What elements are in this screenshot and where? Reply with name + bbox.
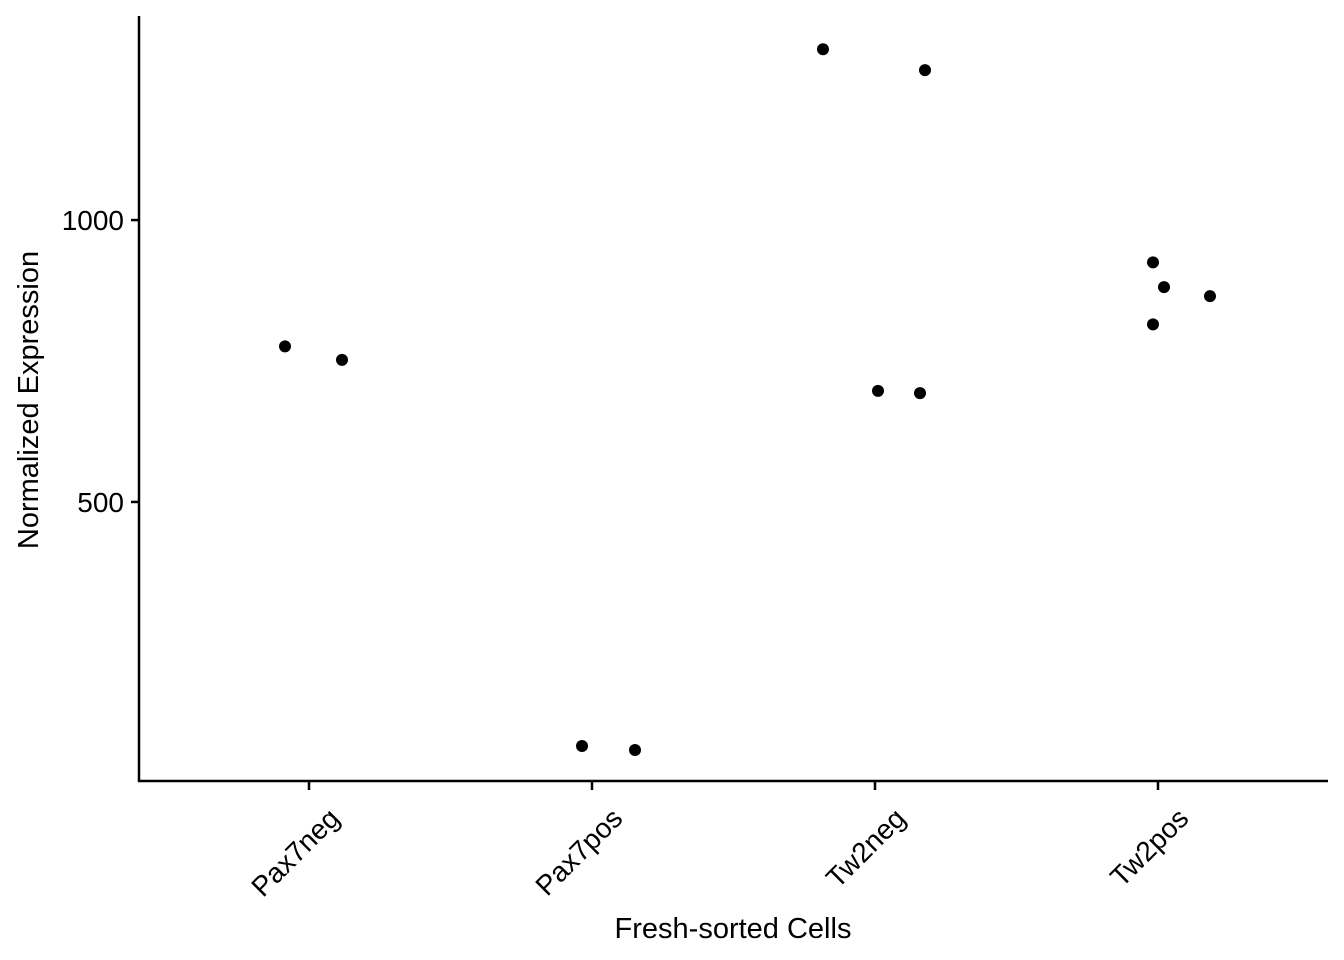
- data-point-pax7pos: [576, 740, 588, 753]
- data-point-pax7pos: [629, 743, 641, 756]
- data-point-pax7neg: [279, 340, 291, 353]
- x-axis-title: Fresh-sorted Cells: [615, 913, 852, 945]
- data-point-tw2pos: [1204, 290, 1216, 303]
- y-tick-label: 500: [77, 487, 124, 518]
- data-point-tw2pos: [1158, 281, 1170, 294]
- x-tick-label-tw2neg: Tw2neg: [820, 802, 911, 893]
- x-axis-ticks: Pax7neg Pax7pos Tw2neg Tw2pos: [245, 781, 1194, 903]
- data-point-tw2neg: [914, 387, 926, 400]
- data-points: [279, 43, 1216, 756]
- y-axis-ticks: 500 1000: [62, 205, 139, 518]
- data-point-tw2pos: [1147, 256, 1159, 269]
- y-tick-label: 1000: [62, 205, 124, 236]
- data-point-pax7neg: [336, 353, 348, 366]
- x-tick-label-pax7neg: Pax7neg: [245, 802, 345, 902]
- x-tick-label-tw2pos: Tw2pos: [1104, 802, 1194, 892]
- y-axis-title: Normalized Expression: [13, 251, 45, 549]
- x-tick-label-pax7pos: Pax7pos: [529, 802, 628, 901]
- data-point-tw2neg: [817, 43, 829, 56]
- data-point-tw2pos: [1147, 318, 1159, 331]
- data-point-tw2neg: [872, 384, 884, 397]
- data-point-tw2neg: [919, 64, 931, 77]
